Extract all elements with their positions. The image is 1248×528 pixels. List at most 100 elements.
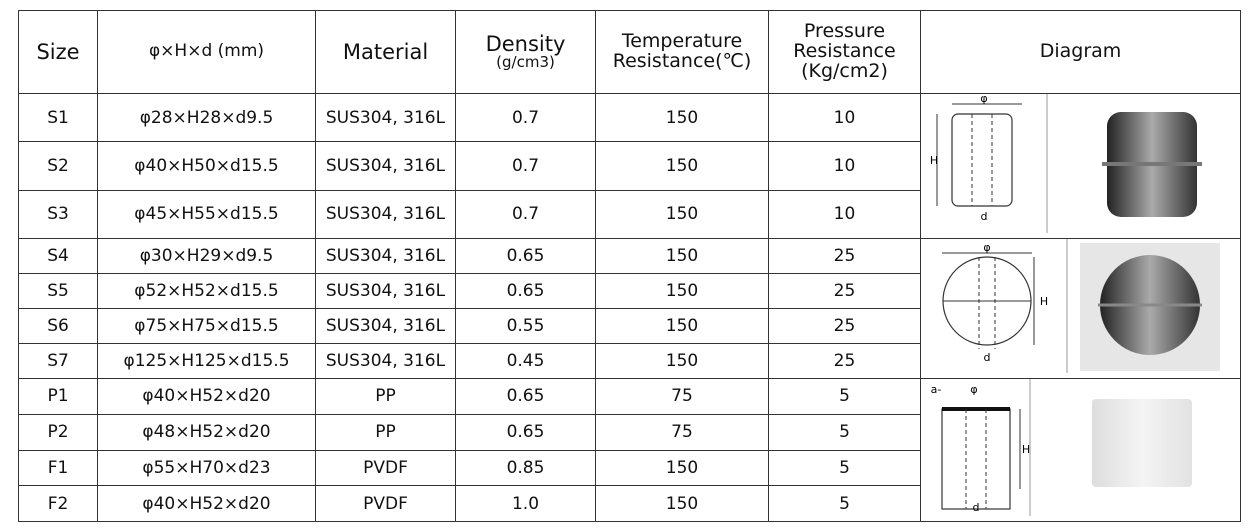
- table-cell: 25: [769, 274, 921, 309]
- header-row: Size φ×H×d (mm) Material Density(g/cm3) …: [19, 11, 1241, 94]
- table-cell: 10: [769, 94, 921, 142]
- photo: [1092, 399, 1192, 487]
- table-cell: φ52×H52×d15.5: [98, 274, 316, 309]
- page: Size φ×H×d (mm) Material Density(g/cm3) …: [0, 0, 1248, 528]
- table-cell: φ48×H52×d20: [98, 414, 316, 450]
- table-cell: 150: [596, 142, 769, 190]
- table-cell: S1: [19, 94, 98, 142]
- table-cell: 5: [769, 450, 921, 486]
- table-cell: 25: [769, 344, 921, 379]
- diagram-label: d: [980, 210, 987, 223]
- table-cell: SUS304, 316L: [316, 274, 456, 309]
- table-cell: 10: [769, 190, 921, 238]
- table-cell: 0.65: [456, 274, 596, 309]
- table-cell: 1.0: [456, 486, 596, 522]
- diagram: φ Hd: [922, 94, 1240, 233]
- header-cell: Pressure Resistance (Kg/cm2): [769, 11, 921, 94]
- table-cell: S3: [19, 190, 98, 238]
- table-cell: 0.7: [456, 94, 596, 142]
- table-cell: 0.65: [456, 379, 596, 415]
- diagram: φ Hd: [922, 239, 1240, 373]
- table-cell: 5: [769, 486, 921, 522]
- table-cell: PP: [316, 379, 456, 415]
- table-cell: φ55×H70×d23: [98, 450, 316, 486]
- table-cell: 150: [596, 309, 769, 344]
- table-cell: S5: [19, 274, 98, 309]
- diagram-label: d: [972, 501, 979, 514]
- table-cell: φ40×H50×d15.5: [98, 142, 316, 190]
- table-cell: 75: [596, 414, 769, 450]
- table-cell: φ40×H52×d20: [98, 486, 316, 522]
- table-cell: 5: [769, 379, 921, 415]
- diagram-label: H: [1039, 295, 1047, 308]
- table-cell: 10: [769, 142, 921, 190]
- spec-table: Size φ×H×d (mm) Material Density(g/cm3) …: [18, 10, 1241, 522]
- table-cell: 25: [769, 309, 921, 344]
- table-cell: 150: [596, 274, 769, 309]
- table-cell: 0.65: [456, 239, 596, 274]
- table-cell: S4: [19, 239, 98, 274]
- table-cell: SUS304, 316L: [316, 94, 456, 142]
- diagram-label: φ: [983, 241, 990, 254]
- table-cell: 0.65: [456, 414, 596, 450]
- table-cell: φ45×H55×d15.5: [98, 190, 316, 238]
- diagram-label: φ: [970, 383, 977, 396]
- table-cell: SUS304, 316L: [316, 239, 456, 274]
- diagram-label: φ: [980, 94, 987, 105]
- table-cell: 75: [596, 379, 769, 415]
- diagram-label: a-: [930, 383, 941, 396]
- table-cell: φ30×H29×d9.5: [98, 239, 316, 274]
- header-cell: Material: [316, 11, 456, 94]
- table-cell: F1: [19, 450, 98, 486]
- diagram-label: d: [983, 351, 990, 364]
- table-cell: φ40×H52×d20: [98, 379, 316, 415]
- table-cell: 0.7: [456, 190, 596, 238]
- table-cell: 150: [596, 239, 769, 274]
- table-cell: 0.85: [456, 450, 596, 486]
- header-unit: (g/cm3): [456, 55, 595, 71]
- table-cell: 150: [596, 486, 769, 522]
- table-cell: P2: [19, 414, 98, 450]
- outline: [942, 409, 1010, 509]
- diagram: a-φ Hd: [922, 379, 1240, 516]
- table-cell: F2: [19, 486, 98, 522]
- header-cell: φ×H×d (mm): [98, 11, 316, 94]
- table-cell: φ125×H125×d15.5: [98, 344, 316, 379]
- table-cell: S2: [19, 142, 98, 190]
- table-cell: 25: [769, 239, 921, 274]
- table-cell: φ75×H75×d15.5: [98, 309, 316, 344]
- table-cell: 5: [769, 414, 921, 450]
- header-cell: Size: [19, 11, 98, 94]
- table-cell: 0.55: [456, 309, 596, 344]
- diagram-label: H: [929, 154, 937, 167]
- table-cell: S6: [19, 309, 98, 344]
- table-cell: S7: [19, 344, 98, 379]
- header-cell: Diagram: [921, 11, 1241, 94]
- table-cell: SUS304, 316L: [316, 344, 456, 379]
- table-cell: P1: [19, 379, 98, 415]
- table-cell: SUS304, 316L: [316, 190, 456, 238]
- header-cell: Temperature Resistance(℃): [596, 11, 769, 94]
- outline: [952, 114, 1012, 206]
- table-cell: PVDF: [316, 486, 456, 522]
- table-cell: 150: [596, 190, 769, 238]
- table-cell: 0.45: [456, 344, 596, 379]
- table-cell: φ28×H28×d9.5: [98, 94, 316, 142]
- table-cell: PP: [316, 414, 456, 450]
- table-cell: 0.7: [456, 142, 596, 190]
- table-cell: 150: [596, 344, 769, 379]
- table-cell: 150: [596, 450, 769, 486]
- table-cell: SUS304, 316L: [316, 309, 456, 344]
- table-cell: PVDF: [316, 450, 456, 486]
- diagram-label: H: [1021, 443, 1029, 456]
- table-cell: 150: [596, 94, 769, 142]
- table-cell: SUS304, 316L: [316, 142, 456, 190]
- header-cell: Density(g/cm3): [456, 11, 596, 94]
